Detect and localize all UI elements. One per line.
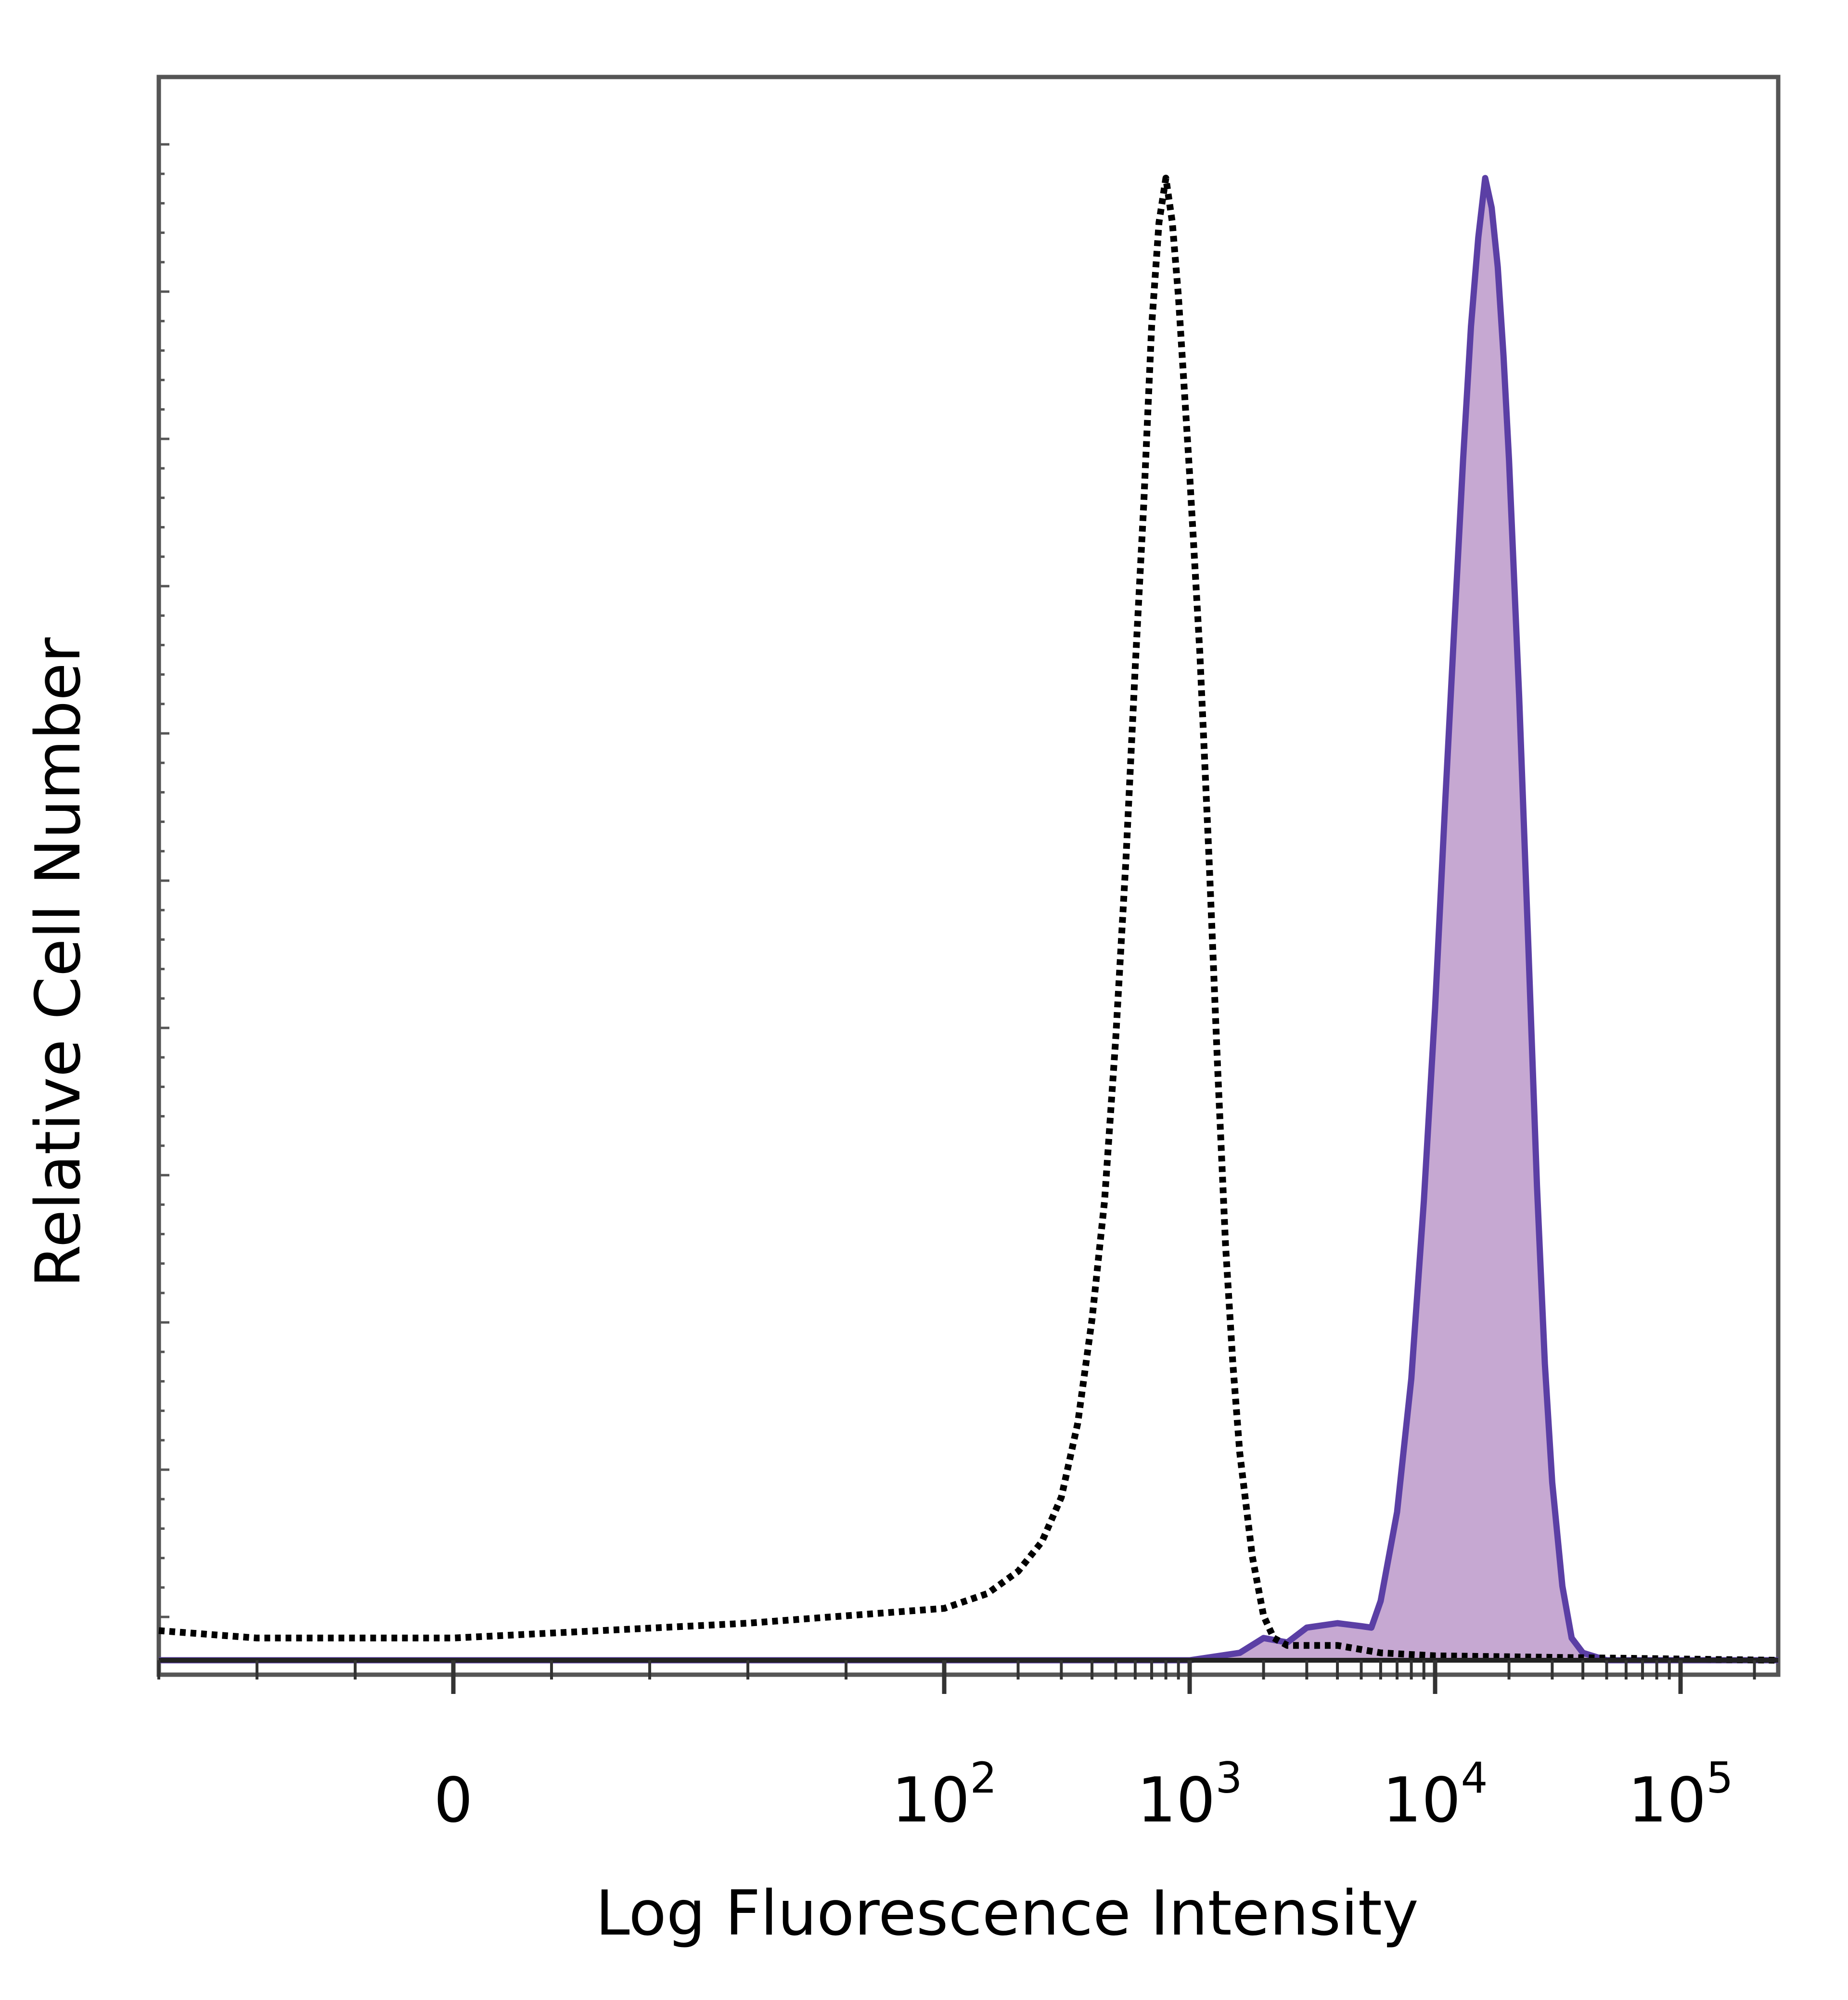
x-tick-label-0: 0 [434, 1765, 473, 1836]
x-minor-ticks [157, 1660, 1756, 1694]
x-tick-label-4: 105 [1628, 1753, 1733, 1836]
x-tick-label-3: 104 [1383, 1753, 1488, 1836]
x-tick-label-2: 103 [1137, 1753, 1243, 1836]
series-layer [158, 175, 1779, 1664]
x-tick-labels: 0 102 103 104 105 [434, 1753, 1733, 1836]
plot-area [156, 75, 1781, 1694]
x-axis-title: Log Fluorescence Intensity [595, 1878, 1418, 1949]
series-1-line [159, 175, 1778, 1664]
series-0-line [158, 175, 1779, 1664]
y-minor-ticks [159, 143, 169, 1618]
series-1-fill [159, 178, 1778, 1660]
y-axis-title: Relative Cell Number [23, 637, 94, 1287]
x-tick-label-1: 102 [892, 1753, 997, 1836]
